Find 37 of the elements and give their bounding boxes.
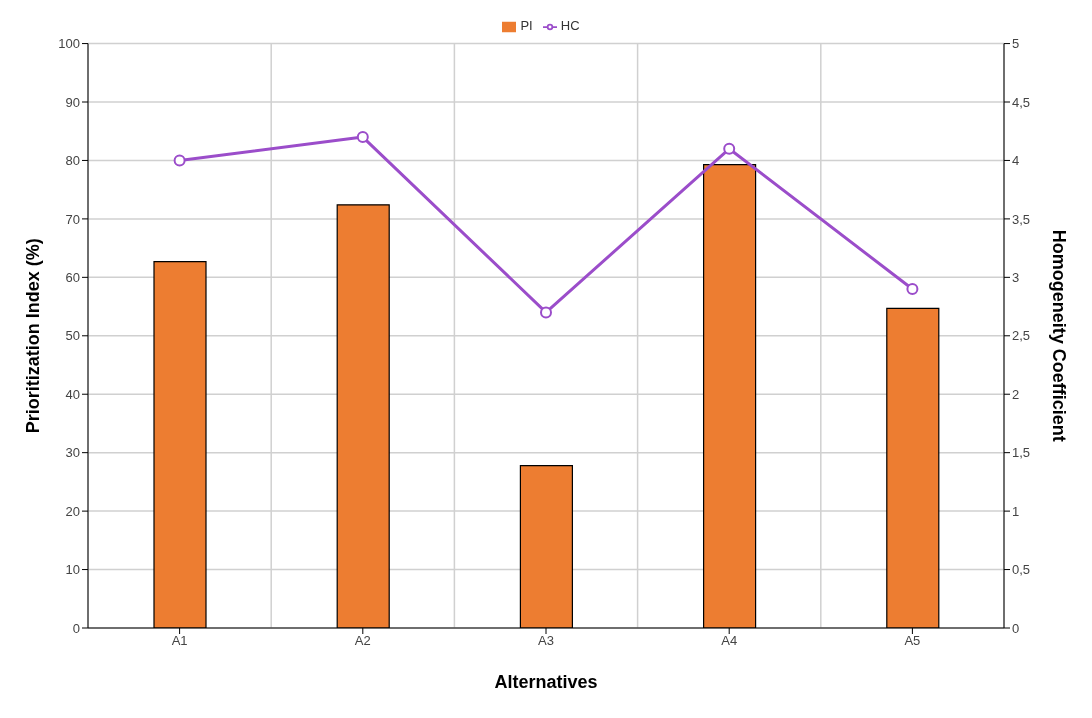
y-tick-label: 80 [65,153,80,169]
x-tick-label: A5 [904,633,921,649]
y2-tick-label: 2,5 [1012,328,1031,344]
y-tick-label: 50 [65,328,80,344]
point [356,131,369,144]
y2-tick-label: 3 [1012,269,1020,285]
y-axis-title: Prioritization Index (%) [23,238,44,434]
y-tick-label: 30 [65,445,80,461]
point [540,306,552,319]
y2-tick-label: 5 [1012,36,1020,52]
y-tick-label: 40 [65,386,80,402]
y-tick-label: 20 [65,503,80,519]
x-tick-label: A3 [538,633,554,649]
y2-tick-label: 3,5 [1012,211,1031,227]
y2-tick-label: 1 [1012,503,1020,519]
x-tick-label: A1 [171,633,188,649]
y2-tick-label: 0,5 [1012,562,1031,578]
y-tick-label: 0 [72,620,80,636]
point [906,283,919,296]
y2-tick-label: 4 [1012,153,1020,169]
y2-axis-title: Homogeneity Coefficient [1048,229,1069,442]
point [173,154,186,167]
y2-tick-label: 2 [1012,386,1020,402]
y2-tick-label: 0 [1012,620,1020,636]
y-tick-label: 100 [58,36,80,52]
y-tick-label: 60 [65,269,80,285]
y-tick-label: 70 [65,211,80,227]
y2-tick-label: 4,5 [1012,94,1031,110]
x-tick-label: A4 [721,633,738,649]
y-tick-label: 10 [65,562,80,578]
y2-tick-label: 1,5 [1012,445,1031,461]
x-tick-label: A2 [354,633,371,649]
x-axis-title: Alternatives [494,672,598,692]
point [723,142,736,155]
legend-label: HC [560,18,580,33]
legend-label: PI [520,18,533,33]
y-tick-label: 90 [65,94,80,110]
